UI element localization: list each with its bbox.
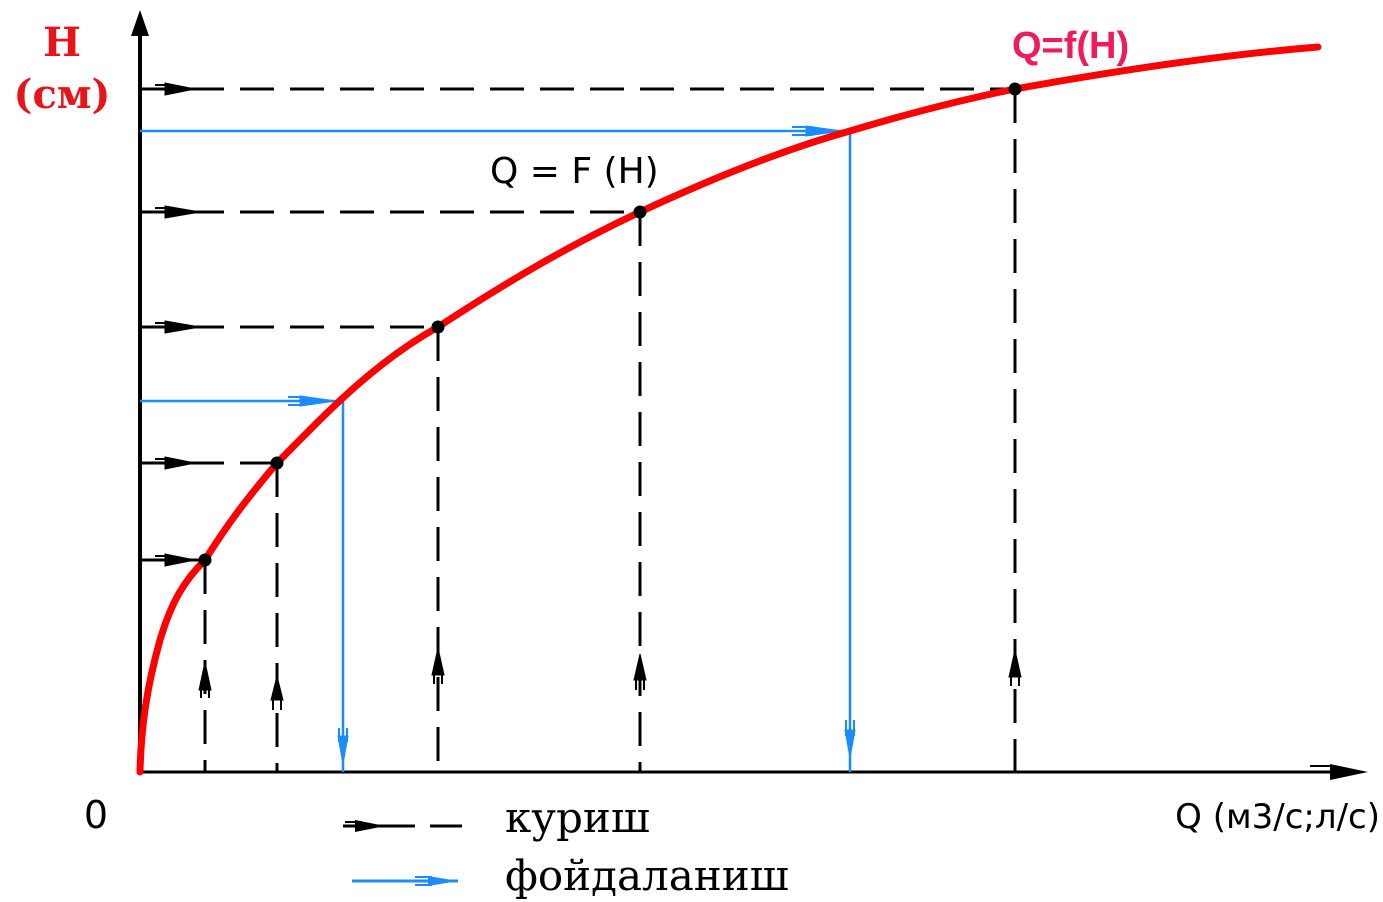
curve-label-top: Q=f(H): [1012, 25, 1129, 67]
axes: [131, 10, 1368, 780]
legend-use-swatch: [352, 876, 458, 886]
build-h-arrow-5: [155, 82, 196, 96]
origin-label: 0: [84, 793, 108, 837]
x-axis-arrowhead: [1330, 764, 1368, 780]
build-v-arrow-3: [431, 647, 445, 684]
curve-point-2: [270, 456, 284, 470]
use-h-arrow-2: [792, 125, 843, 137]
build-v-arrow-5: [1008, 649, 1022, 686]
curve-label-mid: Q = F (H): [490, 151, 659, 192]
build-v-arrow-2: [270, 675, 284, 710]
curve-points: [198, 82, 1022, 567]
use-v-arrow-2: [844, 720, 856, 759]
build-arrows: [155, 82, 1022, 710]
build-v-arrow-1: [198, 661, 212, 698]
legend-build-swatch: [343, 820, 462, 832]
build-h-arrow-3: [155, 320, 201, 334]
use-arrows: [288, 125, 856, 765]
x-axis-label: Q (м3/с;л/с): [1175, 797, 1380, 837]
y-axis-label-unit: (см): [14, 71, 111, 118]
curve-point-4: [633, 205, 647, 219]
build-h-arrow-2: [155, 456, 196, 470]
y-axis-arrowhead: [131, 10, 149, 36]
y-axis-label-h: H: [43, 19, 81, 66]
legend: куриш фойдаланиш: [343, 793, 789, 900]
use-v-arrow-1: [337, 728, 349, 765]
use-h-arrow-1: [288, 395, 337, 407]
curve-point-1: [198, 553, 212, 567]
build-h-arrow-1: [155, 553, 196, 567]
build-v-arrow-4: [633, 653, 647, 690]
legend-build-label: куриш: [505, 793, 650, 842]
legend-use-label: фойдаланиш: [505, 851, 789, 900]
use-lines: [140, 129, 852, 772]
rating-curve: [136, 43, 1322, 776]
curve-point-3: [431, 320, 445, 334]
build-h-arrow-4: [155, 205, 201, 219]
curve-point-5: [1008, 82, 1022, 96]
